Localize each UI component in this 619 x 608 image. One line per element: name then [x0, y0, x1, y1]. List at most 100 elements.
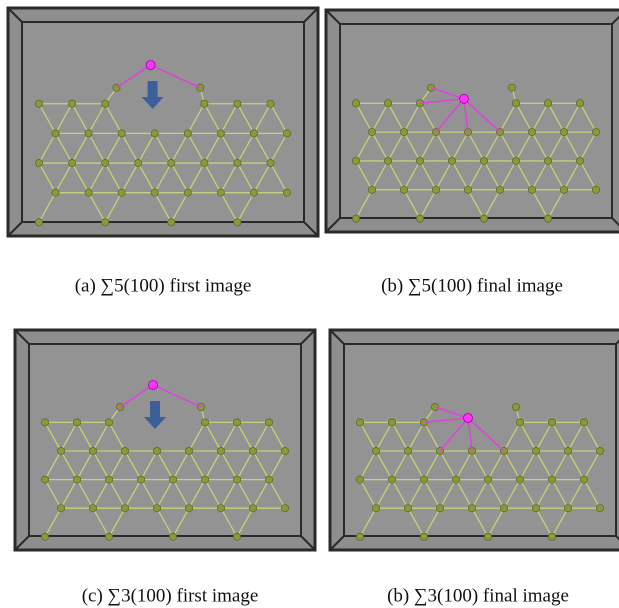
atom	[483, 532, 492, 541]
atom	[248, 446, 257, 455]
bond	[220, 133, 238, 164]
bond	[76, 422, 94, 452]
atom	[282, 129, 291, 138]
bond	[407, 450, 425, 480]
atom	[280, 446, 289, 455]
bond	[359, 507, 377, 538]
atom	[367, 128, 376, 137]
bond	[375, 450, 393, 480]
bond	[236, 450, 254, 480]
inner-frame	[21, 21, 305, 223]
atom	[596, 504, 605, 513]
bond	[108, 479, 126, 509]
bond	[108, 422, 126, 452]
bond	[236, 103, 255, 134]
bond	[515, 131, 533, 162]
bond	[44, 479, 62, 509]
bond	[519, 450, 537, 480]
bond	[253, 133, 272, 164]
bond	[170, 162, 189, 193]
bond	[268, 422, 286, 452]
atom	[101, 159, 110, 168]
highlight-bond	[152, 384, 202, 408]
atom	[216, 504, 225, 513]
atom	[532, 446, 541, 455]
bond	[499, 102, 517, 133]
atom	[351, 99, 360, 108]
bond	[188, 450, 206, 480]
atom	[532, 504, 541, 513]
bond	[419, 160, 437, 191]
bond	[156, 479, 174, 509]
bond	[140, 450, 158, 480]
bond	[407, 479, 425, 509]
bond	[535, 450, 553, 480]
atom	[73, 418, 82, 427]
atom	[167, 159, 176, 168]
frame-edge	[615, 535, 619, 541]
bond	[154, 133, 172, 164]
bond	[124, 479, 142, 509]
caption: (b) ∑3(100) final image	[387, 585, 569, 606]
bond	[187, 103, 205, 134]
atom	[150, 129, 159, 138]
bond	[563, 102, 581, 133]
atom	[233, 99, 242, 108]
atom	[200, 475, 209, 484]
bond	[359, 450, 377, 480]
atom	[419, 475, 428, 484]
bond	[371, 102, 389, 133]
bond	[253, 162, 272, 193]
atom	[73, 475, 82, 484]
bond	[423, 507, 441, 538]
frame-edge	[303, 7, 319, 23]
bond	[188, 422, 206, 452]
atom	[168, 532, 177, 541]
atom	[57, 504, 66, 513]
bond	[156, 450, 174, 480]
bond	[583, 479, 601, 509]
frame-edge	[7, 221, 23, 237]
highlight-bond	[116, 64, 152, 89]
bond	[547, 131, 565, 162]
bond	[76, 479, 94, 509]
atom	[548, 475, 557, 484]
atom	[41, 418, 50, 427]
bond	[170, 192, 189, 223]
atom	[233, 159, 242, 168]
bond	[170, 133, 189, 164]
bond	[531, 102, 549, 133]
bond	[419, 189, 437, 219]
atom	[117, 188, 126, 197]
bond	[359, 422, 377, 452]
bond	[371, 160, 389, 191]
bond	[515, 160, 533, 191]
bond	[419, 131, 437, 162]
bond	[579, 131, 597, 162]
bond	[88, 103, 106, 134]
bond	[220, 192, 238, 223]
bond	[92, 507, 110, 538]
caption: (c) ∑3(100) first image	[82, 585, 259, 606]
atom	[564, 446, 573, 455]
atom	[351, 156, 360, 165]
bond	[547, 189, 565, 219]
atom	[592, 185, 601, 194]
highlight-bond	[467, 417, 505, 452]
bond	[531, 189, 549, 219]
atom	[544, 99, 553, 108]
atom	[84, 188, 93, 197]
atom	[184, 504, 193, 513]
bond	[419, 102, 437, 133]
atom	[399, 128, 408, 137]
bond	[104, 103, 123, 134]
bond	[355, 160, 373, 191]
atom	[200, 99, 209, 108]
lattice-bonds	[359, 406, 601, 538]
bond	[583, 450, 601, 480]
bond	[503, 450, 521, 480]
bond	[44, 422, 62, 452]
bond	[137, 133, 156, 164]
bond	[563, 131, 581, 162]
bond	[551, 507, 569, 538]
